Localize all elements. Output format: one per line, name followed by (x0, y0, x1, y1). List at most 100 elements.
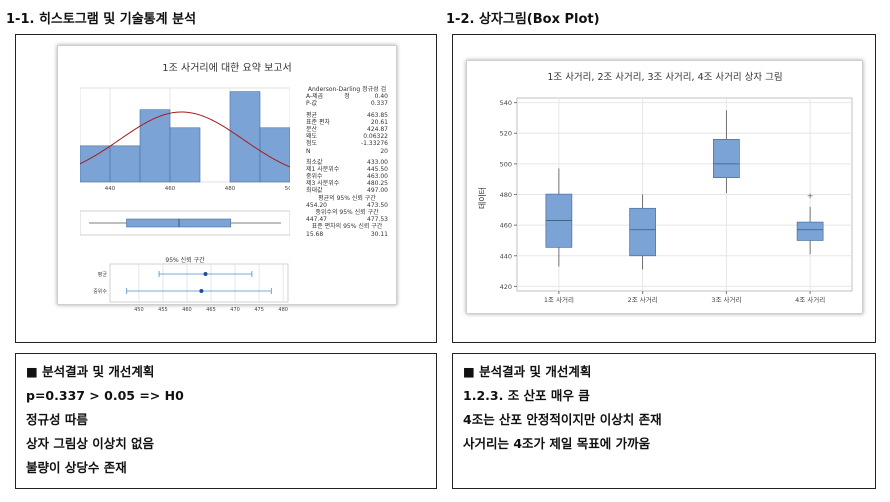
boxplot-box (713, 139, 740, 179)
stats-label: 중위수 (306, 173, 323, 181)
boxplot-title: 1조 사거리, 2조 사거리, 3조 사거리, 4조 사거리 상자 그림 (547, 71, 782, 83)
boxplot-category-label: 4조 사거리 (795, 295, 825, 304)
histogram-bar (259, 127, 290, 183)
boxplot-category-label: 3조 사거리 (711, 295, 741, 304)
stats-label: 최대값 (306, 187, 323, 195)
ci-tick-label: 475 (254, 307, 264, 313)
left-analysis-line: 불량이 상당수 존재 (26, 460, 127, 475)
normal-curve (80, 111, 290, 168)
statistics-table: Anderson-Darling 정규성 검정 A-제곱 0.40 P-값 0.337 평… (306, 86, 388, 238)
histogram-bar (229, 91, 261, 183)
ci-title: 95% 신뢰 구간 (165, 257, 205, 264)
stats-value: 497.00 (367, 187, 388, 195)
stats-row: 제3 사분위수 480.25 (306, 180, 388, 187)
boxplot-box (629, 207, 656, 257)
stats-value: 433.00 (367, 158, 388, 166)
group-boxplot-chart: 1조 사거리, 2조 사거리, 3조 사거리, 4조 사거리 상자 그림 데이터… (477, 71, 853, 304)
stats-section-label: 중위수의 95% 신뢰 구간 (315, 209, 379, 216)
stats-row: 왜도 0.06322 (306, 133, 388, 140)
ci-tick-label: 455 (158, 307, 168, 313)
boxplot-ytick-label: 500 (500, 160, 512, 168)
left-section-title: 1-1. 히스토그램 및 기술통계 분석 (6, 12, 197, 27)
stats-value: 463.85 (367, 111, 388, 119)
stats-label: 분산 (306, 125, 318, 133)
ci-point-estimate (199, 289, 204, 293)
stats-label: 첨도 (306, 140, 318, 148)
histogram-tick-label: 440 (105, 186, 116, 192)
stats-row: 최소값 433.00 (306, 159, 388, 166)
stats-label: 표준 편차 (306, 118, 330, 126)
stats-section-label: 평균의 95% 신뢰 구간 (318, 194, 376, 202)
left-analysis-line: p=0.337 > 0.05 => H0 (26, 388, 184, 403)
stats-label: 제1 사분위수 (306, 165, 340, 173)
stats-value: 0.40 (374, 93, 388, 101)
boxplot-category-label: 1조 사거리 (544, 295, 574, 304)
summary-boxplot (80, 210, 290, 236)
stats-label: 15.68 (306, 230, 324, 238)
right-analysis-heading: ■ 분석결과 및 개선계획 (463, 364, 592, 379)
stats-label: N (306, 147, 311, 155)
histogram-chart: 440 460 480 500 (80, 87, 290, 192)
right-analysis-panel: ■ 분석결과 및 개선계획 1.2.3. 조 산포 매우 큼 4조는 산포 안정… (452, 353, 876, 489)
boxplot-category-label: 2조 사거리 (628, 295, 658, 304)
stats-value: 473.50 (367, 201, 388, 209)
boxplot-outlier: + (807, 192, 814, 201)
stats-row: 447.47 477.53 (306, 216, 388, 223)
stats-label: 454.20 (306, 201, 327, 209)
stats-row: 평균 463.85 (306, 112, 388, 119)
boxplot-card: 1조 사거리, 2조 사거리, 3조 사거리, 4조 사거리 상자 그림 데이터… (466, 60, 863, 314)
stats-row: N 20 (306, 148, 388, 155)
left-analysis-panel: ■ 분석결과 및 개선계획 p=0.337 > 0.05 => H0 정규성 따… (15, 353, 437, 489)
ci-tick-label: 470 (230, 307, 240, 313)
ci-tick-label: 450 (134, 307, 144, 313)
ci-tick-label: 480 (278, 307, 288, 313)
stats-row: 최대값 497.00 (306, 187, 388, 194)
histogram-tick-label: 460 (165, 186, 176, 192)
stats-value: 20 (380, 147, 388, 155)
stats-value: 480.25 (367, 180, 388, 188)
stats-value: 30.11 (370, 230, 388, 238)
stats-row: 중위수 463.00 (306, 173, 388, 180)
left-analysis-heading: ■ 분석결과 및 개선계획 (26, 364, 155, 379)
ci-tick-label: 465 (206, 307, 216, 313)
histogram-bar (109, 145, 141, 183)
boxplot-box (796, 221, 824, 241)
report-title: 1조 사거리에 대한 요약 보고서 (162, 63, 292, 74)
stats-row: 454.20 473.50 (306, 202, 388, 209)
stats-value: 445.50 (367, 165, 388, 173)
boxplot-ytick-label: 460 (500, 222, 512, 230)
stats-label: P-값 (306, 100, 318, 108)
histogram-tick-label: 500 (285, 186, 290, 192)
right-analysis-line: 사거리는 4조가 제일 목표에 가까움 (463, 436, 651, 451)
right-analysis-line: 1.2.3. 조 산포 매우 큼 (463, 388, 590, 403)
histogram-tick-label: 480 (225, 186, 236, 192)
stats-value: 20.61 (370, 118, 388, 126)
stats-row: 제1 사분위수 445.50 (306, 166, 388, 173)
stats-value: 463.00 (367, 173, 388, 181)
left-analysis-line: 정규성 따름 (26, 412, 88, 427)
stats-row: 15.68 30.11 (306, 231, 388, 238)
stats-label: 제3 사분위수 (306, 180, 340, 188)
stats-label: 평균 (306, 111, 318, 119)
stats-value: -1.33276 (361, 140, 388, 148)
stats-row: A-제곱 0.40 (306, 93, 388, 100)
stats-row: 분산 424.87 (306, 126, 388, 133)
histogram-bar (80, 145, 111, 183)
right-analysis-line: 4조는 산포 안정적이지만 이상치 존재 (463, 412, 662, 427)
ci-point-estimate (203, 272, 208, 276)
stats-value: 0.337 (370, 100, 388, 108)
stats-label: 447.47 (306, 216, 327, 224)
stats-row: P-값 0.337 (306, 100, 388, 107)
boxplot-ytick-label: 480 (500, 191, 512, 199)
ci-row-label: 평균 (98, 271, 108, 278)
stats-value: 0.06322 (363, 133, 388, 141)
boxplot-panel: 1조 사거리, 2조 사거리, 3조 사거리, 4조 사거리 상자 그림 데이터… (452, 34, 876, 343)
right-section-title: 1-2. 상자그림(Box Plot) (446, 12, 600, 27)
histogram-bar (139, 109, 171, 183)
stats-label: 왜도 (306, 133, 318, 141)
stats-row: 표준 편차 20.61 (306, 119, 388, 126)
ci-tick-label: 460 (182, 307, 192, 313)
summary-report-card: 1조 사거리에 대한 요약 보고서 440 460 480 500 95% 신뢰 구간… (57, 45, 397, 313)
boxplot-ytick-label: 420 (500, 283, 512, 291)
